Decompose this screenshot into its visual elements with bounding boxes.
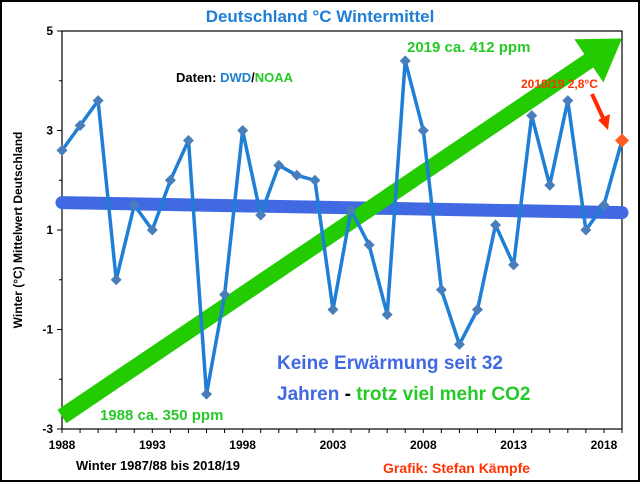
ppm-1988-label: 1988 ca. 350 ppm — [100, 407, 223, 424]
data-point — [201, 388, 213, 400]
data-point — [544, 179, 556, 191]
data-point — [110, 274, 122, 286]
y-axis-label: Winter (°C) Mittelwert Deutschland — [11, 132, 25, 329]
y-tick-label: 5 — [46, 24, 53, 38]
data-point — [417, 125, 429, 136]
x-tick-label: 2018 — [591, 438, 618, 452]
data-point — [363, 239, 375, 251]
headline-jahren: Jahren — [277, 384, 339, 405]
x-tick-label: 1998 — [229, 438, 256, 452]
data-point — [74, 120, 86, 132]
data-point — [128, 199, 140, 211]
headline-co2: trotz viel mehr CO2 — [356, 384, 530, 405]
headline-line-1: Keine Erwärmung seit 32 — [277, 353, 503, 374]
data-source-separator: / — [251, 70, 255, 85]
data-point — [435, 284, 447, 296]
ppm-2019-label: 2019 ca. 412 ppm — [407, 39, 530, 56]
data-source-dwd: DWD — [220, 70, 251, 85]
data-point — [255, 209, 267, 221]
co2-trend-arrow — [57, 38, 622, 424]
data-point — [345, 204, 357, 216]
data-point — [56, 144, 68, 156]
data-point — [508, 259, 520, 271]
headline-dash: - — [339, 384, 356, 405]
data-point-last — [615, 133, 629, 148]
last-value-pointer — [590, 93, 610, 130]
chart-title: Deutschland °C Wintermittel — [206, 7, 435, 26]
graphic-credit: Grafik: Stefan Kämpfe — [383, 460, 530, 476]
y-tick-label: 3 — [46, 124, 53, 138]
data-point — [562, 95, 574, 107]
co2-arrow-layer — [57, 38, 622, 424]
y-tick-label: -1 — [42, 323, 53, 337]
headline-line-2: Jahren - trotz viel mehr CO2 — [277, 384, 530, 405]
data-point — [146, 224, 158, 236]
x-tick-label: 1988 — [49, 438, 76, 452]
y-tick-label: 1 — [46, 223, 53, 237]
data-series-layer — [56, 55, 629, 400]
data-point — [453, 338, 465, 350]
data-point — [309, 174, 321, 186]
trend-layer — [55, 196, 629, 220]
x-tick-label: 1993 — [139, 438, 166, 452]
x-tick-label: 2013 — [500, 438, 527, 452]
data-point — [219, 289, 231, 301]
data-point — [381, 309, 393, 321]
data-point — [291, 169, 303, 181]
x-axis: 1988 1993 1998 2003 2008 2013 2018 — [49, 429, 623, 452]
y-axis: 5 3 1 -1 -3 — [42, 24, 62, 436]
y-tick-label: -3 — [42, 422, 53, 436]
x-tick-label: 2003 — [320, 438, 347, 452]
trend-line — [55, 196, 629, 220]
data-point — [182, 134, 194, 146]
data-point — [490, 219, 502, 231]
data-point — [327, 304, 339, 316]
data-point — [399, 55, 411, 67]
data-point — [164, 174, 176, 186]
data-point — [580, 224, 592, 236]
last-value-label: 2018/19 2,8°C — [521, 77, 598, 91]
data-point — [92, 95, 104, 107]
series-line — [60, 59, 624, 396]
x-axis-label: Winter 1987/88 bis 2018/19 — [76, 458, 240, 473]
x-tick-label: 2008 — [410, 438, 437, 452]
data-source-noaa: NOAA — [255, 70, 294, 85]
data-source-label: Daten: DWD/NOAA — [176, 70, 294, 85]
data-point — [273, 159, 285, 171]
data-source-prefix: Daten: — [176, 70, 220, 85]
data-point — [237, 125, 249, 136]
data-point — [471, 304, 483, 316]
data-point — [598, 199, 610, 211]
data-point — [526, 110, 538, 122]
